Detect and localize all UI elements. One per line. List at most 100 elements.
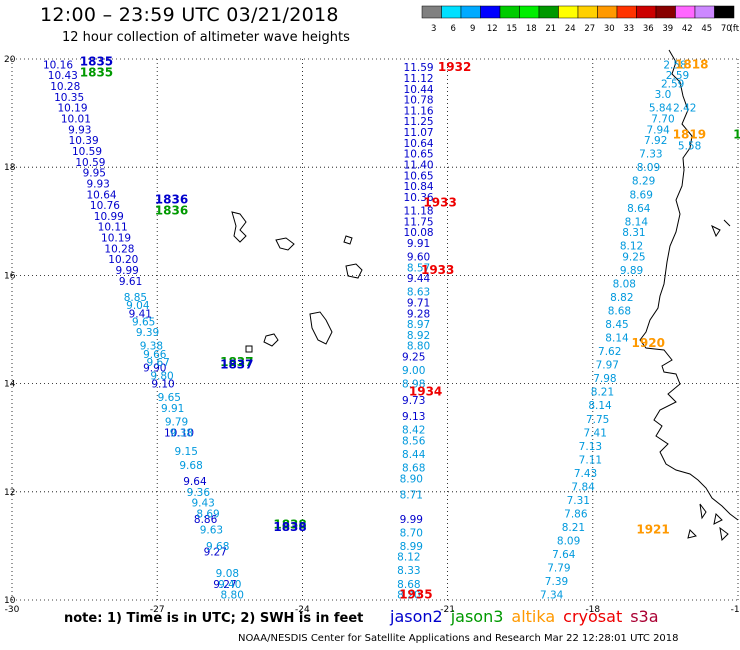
track-time-label: 1933 — [421, 263, 454, 277]
santiago-island — [309, 311, 333, 345]
wave-height-point: 8.31 — [622, 227, 645, 239]
wave-height-point: 7.31 — [567, 495, 590, 507]
colorbar-label: 36 — [643, 24, 654, 34]
wave-height-point: 8.12 — [397, 552, 420, 564]
wave-height-point: 10.99 — [94, 211, 124, 223]
colorbar-label: 45 — [701, 24, 712, 34]
wave-height-point: 8.80 — [221, 590, 244, 602]
track-time-label: 1921 — [636, 523, 669, 537]
wave-height-point: 8.82 — [610, 292, 633, 304]
wave-height-point: 8.33 — [397, 565, 420, 577]
wave-height-point: 9.04 — [126, 300, 150, 312]
legend-jason3: jason3 — [450, 607, 504, 626]
colorbar-label: 27 — [584, 24, 595, 34]
colorbar-label: 15 — [506, 24, 517, 34]
colorbar-label: 30 — [604, 24, 615, 34]
wave-height-point: 10.64 — [87, 189, 117, 201]
wave-height-point: 9.60 — [407, 251, 430, 263]
legend-jason2: jason2 — [390, 607, 443, 626]
track-time-label: 1818 — [675, 57, 708, 71]
wave-height-point: 2.59 — [661, 78, 684, 90]
boa-vista-island — [343, 235, 353, 245]
wave-height-point: 8.80 — [407, 341, 430, 353]
wave-height-point: 9.10 — [151, 379, 174, 391]
wave-height-point: 11.12 — [404, 73, 434, 85]
y-tick-label: 16 — [4, 271, 16, 281]
colorbar-label: 24 — [565, 24, 576, 34]
wave-height-point: 10.01 — [61, 114, 91, 126]
colorbar-swatch — [597, 5, 618, 19]
wave-height-point: 11.18 — [404, 205, 434, 217]
wave-height-point: 9.28 — [407, 308, 430, 320]
sal-island — [231, 211, 247, 243]
wave-height-point: 9.71 — [407, 297, 430, 309]
wave-height-point: 7.34 — [540, 590, 564, 602]
footer-credit: NOAA/NESDIS Center for Satellite Applica… — [238, 633, 679, 644]
wave-height-point: 9.80 — [150, 370, 173, 382]
wave-height-point: 8.14 — [605, 333, 629, 345]
wave-height-point: 9.99 — [115, 265, 138, 277]
x-tick-label: -30 — [5, 605, 20, 615]
wave-height-point: 10.59 — [72, 146, 102, 158]
colorbar-swatch — [480, 5, 501, 19]
track-time-label: 1835 — [80, 66, 113, 80]
coastline — [231, 49, 739, 542]
legend-s3a: s3a — [630, 607, 659, 626]
maio-island — [345, 263, 363, 279]
wave-height-point: 2.58 — [663, 59, 686, 71]
wave-height-point: 7.41 — [584, 427, 607, 439]
track-time-label: 1837 — [220, 355, 253, 369]
wave-height-point: 9.27 — [204, 546, 227, 558]
y-tick-label: 18 — [4, 163, 16, 173]
wave-height-point: 5.84 — [649, 103, 673, 115]
wave-height-point: 9.99 — [400, 514, 423, 526]
wave-height-point: 7.79 — [547, 563, 570, 575]
wave-height-point: 8.85 — [124, 292, 147, 304]
wave-height-point: 11.40 — [404, 159, 434, 171]
wave-height-point: 9.68 — [179, 460, 202, 472]
wave-height-point: 11.16 — [404, 105, 434, 117]
wave-height-point: 9.65 — [132, 316, 155, 328]
arguin-coast — [711, 219, 731, 238]
colorbar-label: 9 — [470, 24, 475, 34]
wave-height-point: 2.42 — [673, 103, 696, 115]
track-time-label: 1836 — [155, 193, 188, 207]
legend-cryosat: cryosat — [563, 607, 623, 626]
wave-height-point: 7.75 — [586, 414, 609, 426]
wave-height-point: 9.61 — [119, 276, 142, 288]
colorbar-swatch — [694, 5, 715, 19]
fogo-island — [263, 333, 279, 347]
wave-height-point: 10.65 — [404, 149, 434, 161]
colorbar-swatch — [538, 5, 559, 19]
colorbar-unit: (ft) — [730, 24, 740, 34]
wave-height-point: 8.70 — [400, 527, 423, 539]
wave-height-point: 7.98 — [593, 373, 616, 385]
wave-height-point: 11.59 — [404, 62, 434, 74]
colorbar-label: 42 — [682, 24, 693, 34]
wave-height-point: 11.75 — [404, 216, 434, 228]
wave-height-point: 9.79 — [165, 416, 188, 428]
wave-height-point: 9.95 — [83, 168, 106, 180]
colorbar-swatch — [636, 5, 657, 19]
wave-height-point: 10.64 — [404, 138, 434, 150]
track-time-label: 1920 — [632, 336, 665, 350]
wave-height-point: 9.91 — [407, 238, 430, 250]
wave-height-point: 8.44 — [402, 449, 426, 461]
wave-height-point: 9.93 — [68, 124, 91, 136]
wave-height-point: 10.43 — [48, 70, 78, 82]
wave-height-point: 8.99 — [400, 541, 423, 553]
wave-height-point: 10.78 — [404, 95, 434, 107]
wave-height-point: 8.21 — [562, 522, 585, 534]
wave-height-point: 7.84 — [571, 481, 595, 493]
track-time-label: 1835 — [80, 55, 113, 69]
wave-height-point: 9.67 — [146, 357, 169, 369]
wave-height-point: 8.64 — [627, 203, 651, 215]
page-title: 12:00 – 23:59 UTC 03/21/2018 — [40, 4, 339, 26]
wave-height-point: 9.93 — [86, 178, 109, 190]
wave-height-point: 8.63 — [407, 287, 430, 299]
wave-height-point: 8.68 — [402, 462, 425, 474]
wave-height-point: 8.57 — [407, 262, 430, 274]
y-tick-label: 10 — [4, 596, 16, 606]
wave-height-point: 11.25 — [404, 116, 434, 128]
